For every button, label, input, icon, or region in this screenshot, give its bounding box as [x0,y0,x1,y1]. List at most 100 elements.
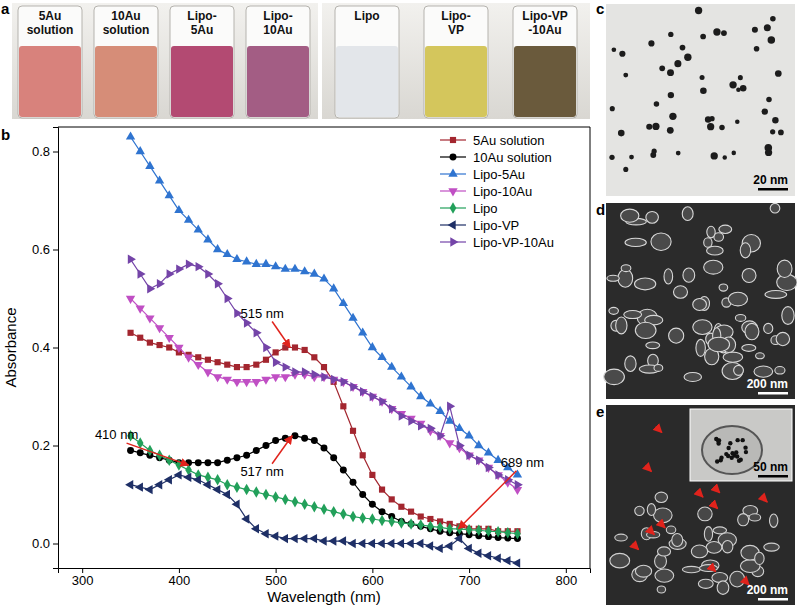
liposome [621,209,639,222]
data-point [263,489,270,500]
scale-bar [758,392,788,395]
x-tick-label: 500 [265,573,287,588]
data-point [312,370,320,379]
data-point [515,480,523,489]
nanoparticle [770,129,775,134]
vial-label: 10Au [111,9,140,23]
nanoparticle [652,123,659,130]
legend-label: 10Au solution [473,150,552,165]
data-point [350,382,358,391]
nanoparticle [772,117,778,123]
nanoparticle [609,155,614,160]
data-point [341,377,349,386]
liposome [708,337,729,352]
nanoparticle [731,151,736,156]
data-point [300,266,309,274]
series [126,131,522,477]
data-point [292,432,299,439]
nanoparticle [723,155,727,159]
liposome [717,581,729,594]
data-point [348,539,356,548]
y-tick-mark [53,250,58,251]
data-point [127,330,133,336]
vial: 5Ausolution [18,6,82,118]
legend-entry: Lipo-10Au [440,184,532,199]
liposome [707,246,724,255]
liposome [735,315,745,322]
data-point [329,283,338,291]
data-point [309,534,317,543]
data-point [127,447,134,454]
legend-swatch-marker [450,237,458,246]
nanoparticle [684,53,691,60]
data-point [415,539,423,548]
data-point [144,485,152,494]
data-point [338,536,346,545]
plot-area [125,131,523,567]
inset-nanoparticle [744,450,748,454]
data-point [261,529,269,538]
liposome [782,307,794,325]
data-point [505,475,513,484]
panel-a: 5Ausolution10AusolutionLipo-5AuLipo-10Au… [12,3,590,119]
legend-label: Lipo-VP-10Au [473,235,554,250]
data-point [416,391,425,399]
x-tick: 700 [459,568,481,588]
data-point [196,262,204,271]
data-point [321,444,328,451]
nanoparticle [740,85,747,92]
data-point [444,541,452,550]
vial-glass [94,6,158,118]
vial-label: Lipo-VP [522,9,567,23]
data-point [428,424,436,433]
liposome [625,238,646,246]
series [126,296,522,495]
panel-label: e [596,403,604,420]
data-point [241,514,249,523]
data-point [514,528,521,539]
data-point [483,551,491,560]
liposome [635,322,656,338]
data-point [232,500,240,509]
figure-root: 5Ausolution10AusolutionLipo-5AuLipo-10Au… [0,0,797,607]
nanoparticle [762,108,768,114]
nanoparticle [711,152,718,159]
liposome [775,367,785,375]
y-tick: 0.0 [32,536,58,551]
data-point [145,315,154,323]
inset-nanoparticle [743,445,747,449]
data-point [223,377,232,385]
nanoparticle [648,40,654,46]
data-point [174,470,182,479]
data-point [205,357,211,363]
data-point [310,269,319,277]
data-point [205,269,213,278]
nanoparticle [775,70,782,77]
nanoparticle [713,28,720,35]
liposome [625,356,636,372]
nanoparticle [695,7,702,14]
data-point [369,472,375,478]
data-point [357,539,365,548]
indicator-arrow [761,496,767,502]
vial-liquid [514,46,576,117]
data-point [254,328,262,337]
data-point [474,440,483,448]
vial: Lipo [335,6,399,118]
data-point [425,541,433,550]
data-point [174,205,183,213]
data-point [234,364,240,370]
x-tick: 300 [72,568,94,588]
data-point [311,437,318,444]
data-point [319,273,328,281]
panel-label: d [596,201,605,218]
y-tick: 0.6 [32,242,58,257]
indicator-arrow [697,491,703,497]
liposome [657,547,670,556]
liposome [745,323,759,339]
y-tick-mark [53,348,58,349]
y-axis-line [53,128,59,569]
data-point [232,379,241,387]
frame [590,127,591,568]
annotation-label: 410 nm [95,427,138,442]
